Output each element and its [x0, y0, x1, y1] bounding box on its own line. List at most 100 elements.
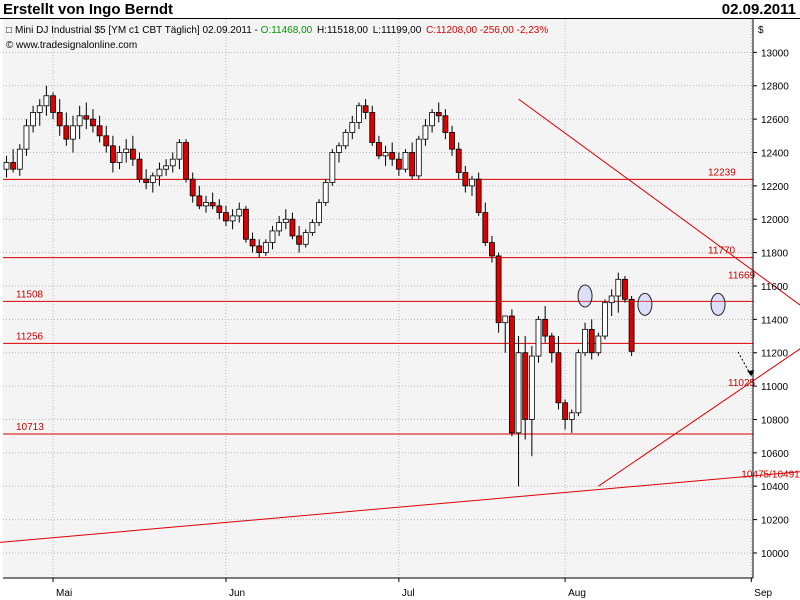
candle-body	[489, 242, 495, 257]
candle-body	[482, 212, 489, 243]
y-tick-label: 13000	[761, 48, 789, 59]
grid-lines	[3, 19, 753, 578]
chart-author: Erstellt von Ingo Berndt	[3, 1, 174, 18]
candle-body	[309, 222, 316, 233]
annotation-label: 10475/10491	[741, 470, 800, 481]
forecast-arrow	[737, 351, 752, 377]
candle-body	[415, 138, 422, 177]
candle-body	[149, 175, 156, 183]
candle-body	[602, 302, 608, 337]
candle-body	[163, 165, 170, 170]
candle-body	[256, 245, 263, 254]
candle-body	[575, 352, 582, 414]
candle-body	[143, 178, 150, 183]
candle-body	[449, 132, 455, 150]
candle-body	[156, 168, 163, 177]
candle-body	[515, 352, 522, 434]
candle-body	[528, 355, 535, 420]
candle-body	[262, 242, 269, 254]
annotation-label: 11669	[728, 270, 756, 281]
candle-body	[296, 235, 303, 245]
candle-body	[16, 148, 23, 170]
candle-body	[23, 125, 30, 150]
level-label: 11508	[16, 289, 44, 300]
candle-body	[362, 105, 369, 113]
x-tick-label: Sep	[754, 588, 772, 599]
candle-body	[96, 125, 103, 137]
copyright-icon: ©	[6, 40, 14, 51]
candle-body	[136, 158, 143, 180]
y-tick-label: 11200	[761, 349, 789, 360]
candle-body	[329, 152, 336, 183]
candle-body	[50, 95, 56, 113]
trend-lines	[0, 98, 800, 543]
legend: □ Mini DJ Industrial $5 [YM c1 CBT Tägli…	[6, 25, 548, 51]
candle-body	[508, 315, 515, 434]
y-axis-unit: $	[758, 25, 764, 36]
y-tick-label: 10400	[761, 482, 789, 493]
highlight-ellipse	[637, 292, 653, 316]
level-label: 11256	[16, 331, 44, 342]
y-tick-label: 11600	[761, 282, 789, 293]
y-tick-label: 11800	[761, 249, 789, 260]
candle-body	[469, 178, 475, 187]
candle-body	[349, 122, 356, 133]
candle-body	[336, 145, 342, 153]
candle-body	[169, 158, 176, 167]
legend-close: C:11208,00 -256,00 -2,23%	[426, 25, 548, 36]
candle-body	[229, 215, 236, 222]
candle-body	[409, 152, 416, 177]
annotation-markers: 11669 11025 10475/10491	[577, 270, 800, 481]
candle-body	[495, 255, 502, 324]
highlight-ellipse	[577, 284, 593, 308]
candle-body	[116, 152, 123, 163]
candle-body	[276, 222, 283, 232]
candle-body	[183, 142, 189, 180]
y-tick-label: 10600	[761, 449, 789, 460]
candle-body	[628, 298, 635, 352]
candle-body	[522, 352, 529, 420]
trend-line	[0, 471, 800, 543]
chart-date: 02.09.2011	[721, 1, 796, 18]
y-tick-label: 12000	[761, 215, 789, 226]
candle-body	[622, 278, 628, 300]
y-tick-label: 12600	[761, 115, 789, 126]
level-label: 12239	[708, 167, 736, 178]
y-tick-label: 11400	[761, 315, 789, 326]
candle-body	[209, 202, 216, 207]
x-tick-label: Aug	[568, 588, 586, 599]
candle-body	[302, 232, 309, 245]
candle-body	[555, 352, 562, 404]
candle-body	[196, 195, 203, 207]
candle-body	[269, 230, 276, 244]
candle-body	[43, 95, 50, 107]
candles	[3, 85, 635, 487]
trend-line	[598, 348, 800, 487]
candle-body	[110, 145, 116, 163]
candle-body	[216, 205, 223, 213]
candle-body	[90, 118, 96, 127]
x-axis: Mai Jun Jul Aug Sep	[3, 577, 773, 599]
legend-website: www.tradesignalonline.com	[15, 40, 137, 51]
candle-body	[562, 402, 568, 420]
legend-line: Mini DJ Industrial $5 [YM c1 CBT Täglich…	[15, 25, 548, 36]
legend-high: H:11518,00	[317, 25, 368, 36]
candle-body	[608, 295, 615, 304]
level-label: 10713	[16, 422, 44, 433]
candle-body	[83, 115, 90, 120]
candle-body	[369, 112, 376, 143]
legend-instrument: Mini DJ Industrial $5 [YM c1 CBT Täglich…	[15, 25, 261, 36]
trend-line	[518, 98, 800, 306]
candle-body	[123, 148, 130, 153]
legend-open: O:11468,00	[261, 25, 313, 36]
candle-body	[568, 412, 575, 420]
x-tick-label: Jul	[402, 588, 415, 599]
candle-body	[389, 152, 396, 160]
candle-body	[455, 148, 462, 173]
candle-body	[342, 132, 349, 147]
candle-body	[322, 182, 329, 203]
candle-body	[615, 278, 622, 297]
candle-body	[402, 152, 409, 170]
y-tick-label: 10200	[761, 516, 789, 527]
